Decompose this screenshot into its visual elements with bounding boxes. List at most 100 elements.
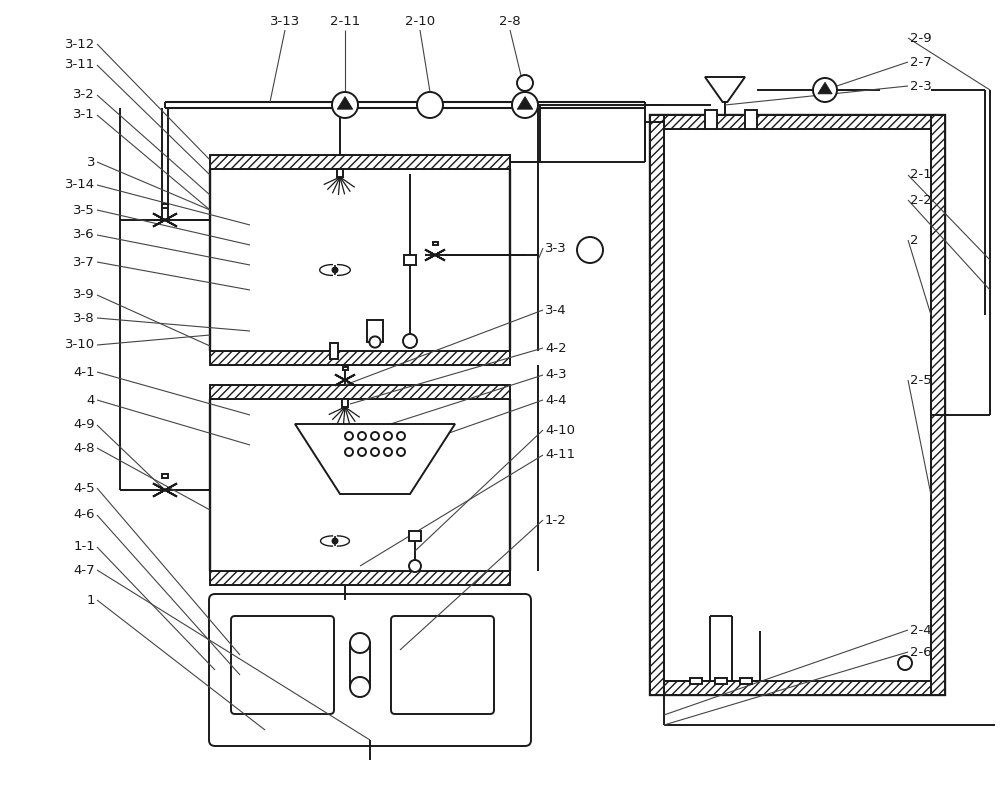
FancyBboxPatch shape (391, 616, 494, 714)
Polygon shape (337, 97, 353, 109)
Bar (210, 351, 510, 365)
Polygon shape (295, 424, 455, 494)
Bar (162, 204, 168, 208)
Text: 3-11: 3-11 (65, 59, 95, 71)
Bar (650, 681, 945, 695)
Bar (650, 115, 664, 695)
Bar (210, 571, 510, 585)
Text: 2: 2 (910, 233, 918, 246)
Text: 3-13: 3-13 (270, 15, 300, 28)
Text: 3-2: 3-2 (73, 89, 95, 101)
Circle shape (417, 92, 443, 118)
Text: 2-10: 2-10 (405, 15, 435, 28)
Bar (367, 320, 383, 342)
Bar (931, 115, 945, 695)
Bar (715, 678, 727, 684)
Bar (210, 155, 510, 169)
Text: 3-5: 3-5 (73, 203, 95, 217)
Text: 1-1: 1-1 (73, 541, 95, 553)
Bar (404, 255, 416, 265)
Bar (705, 110, 717, 129)
Circle shape (332, 539, 338, 543)
Circle shape (358, 448, 366, 456)
Text: 2-1: 2-1 (910, 169, 932, 181)
Circle shape (371, 448, 379, 456)
Text: 2-11: 2-11 (330, 15, 360, 28)
Text: 4-8: 4-8 (74, 441, 95, 455)
Text: 4-3: 4-3 (545, 368, 567, 382)
Bar (650, 115, 664, 695)
Circle shape (577, 237, 603, 263)
Text: 4-6: 4-6 (74, 509, 95, 521)
Bar (210, 385, 510, 399)
Circle shape (517, 75, 533, 91)
Text: 3-14: 3-14 (65, 178, 95, 192)
Text: 4-1: 4-1 (73, 366, 95, 378)
Circle shape (384, 432, 392, 440)
FancyBboxPatch shape (209, 594, 531, 746)
Bar (931, 115, 945, 695)
Polygon shape (705, 77, 745, 102)
Text: 3-9: 3-9 (73, 289, 95, 301)
Text: 3-12: 3-12 (65, 38, 95, 50)
Bar (337, 169, 343, 177)
Circle shape (397, 448, 405, 456)
Bar (210, 385, 510, 399)
Circle shape (350, 633, 370, 653)
Text: 2-8: 2-8 (499, 15, 521, 28)
Text: 1: 1 (87, 593, 95, 607)
Text: 4-4: 4-4 (545, 393, 566, 407)
Circle shape (397, 432, 405, 440)
Text: 4-2: 4-2 (545, 341, 567, 355)
Bar (210, 155, 510, 169)
Bar (650, 115, 945, 129)
Text: 3-1: 3-1 (73, 108, 95, 122)
Bar (330, 343, 338, 359)
Text: 2-5: 2-5 (910, 374, 932, 386)
Polygon shape (517, 97, 533, 109)
Bar (350, 643, 370, 687)
Circle shape (403, 334, 417, 348)
FancyBboxPatch shape (231, 616, 334, 714)
Circle shape (332, 268, 338, 272)
Text: 4-7: 4-7 (73, 564, 95, 576)
Polygon shape (153, 214, 177, 227)
Circle shape (898, 656, 912, 670)
Circle shape (345, 432, 353, 440)
Text: 4-11: 4-11 (545, 448, 575, 462)
Text: 2-9: 2-9 (910, 31, 932, 45)
Text: 3-4: 3-4 (545, 304, 567, 316)
Bar (210, 571, 510, 585)
Bar (409, 531, 421, 541)
Polygon shape (425, 250, 445, 261)
Text: 3-3: 3-3 (545, 242, 567, 254)
Bar (432, 242, 438, 245)
Polygon shape (153, 484, 177, 497)
Text: 3-7: 3-7 (73, 255, 95, 268)
Text: 4-5: 4-5 (73, 481, 95, 495)
Text: 2-4: 2-4 (910, 623, 932, 637)
Bar (650, 115, 945, 129)
Text: 2-6: 2-6 (910, 645, 932, 659)
Text: 2-2: 2-2 (910, 193, 932, 206)
Bar (342, 399, 348, 407)
Circle shape (332, 92, 358, 118)
Text: 4-10: 4-10 (545, 423, 575, 436)
Polygon shape (818, 82, 832, 94)
Bar (650, 115, 945, 695)
Circle shape (813, 78, 837, 102)
Text: 1-2: 1-2 (545, 513, 567, 527)
Circle shape (369, 337, 381, 348)
Text: 3-10: 3-10 (65, 338, 95, 352)
Text: 3-8: 3-8 (73, 312, 95, 324)
Circle shape (409, 560, 421, 572)
Bar (740, 678, 752, 684)
Circle shape (371, 432, 379, 440)
Text: 2-7: 2-7 (910, 56, 932, 68)
Text: 4: 4 (87, 393, 95, 407)
Text: 3: 3 (87, 155, 95, 169)
Circle shape (345, 448, 353, 456)
Circle shape (512, 92, 538, 118)
Polygon shape (335, 374, 355, 385)
Circle shape (358, 432, 366, 440)
